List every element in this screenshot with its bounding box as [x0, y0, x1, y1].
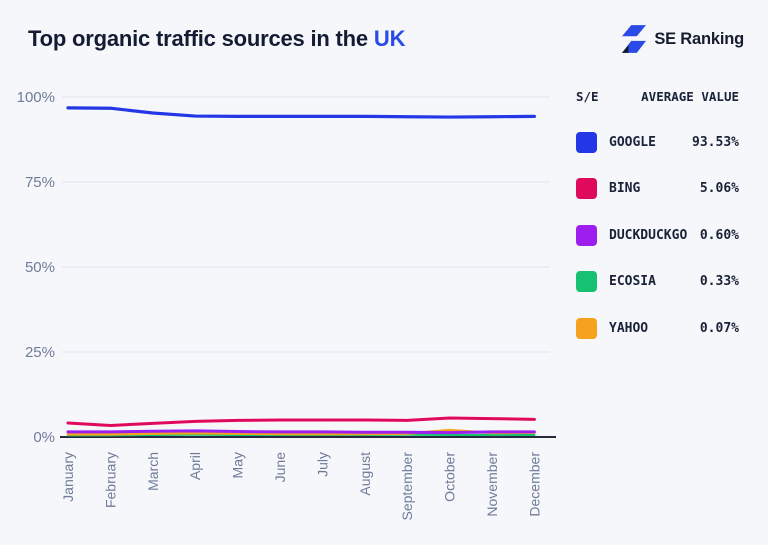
yahoo-color-swatch: [576, 317, 597, 339]
legend-value: 5.06%: [699, 181, 739, 196]
series-line-bing: [66, 416, 536, 427]
month-label-july: July: [314, 452, 330, 477]
page-title: Top organic traffic sources in the UK: [28, 26, 405, 52]
series-line-duckduckgo: [66, 429, 536, 435]
brand-logo: SE Ranking: [622, 24, 744, 54]
legend-row-ecosia: ECOSIA 0.33%: [576, 271, 739, 292]
se-ranking-bolt-icon: [622, 24, 647, 54]
month-label-december: December: [526, 452, 542, 517]
month-label-march: March: [145, 452, 161, 491]
legend-row-yahoo: YAHOO 0.07%: [576, 317, 739, 339]
legend-header: S/E AVERAGE VALUE: [576, 88, 739, 106]
legend-value: 93.53%: [692, 134, 739, 150]
series-line-google: [66, 106, 537, 119]
duckduckgo-color-swatch: [576, 224, 597, 246]
y-tick-label-25: 25%: [25, 344, 55, 361]
month-label-april: April: [187, 452, 203, 480]
y-tick-label-0: 0%: [33, 429, 55, 446]
legend-label: ECOSIA: [609, 274, 656, 289]
google-color-swatch: [576, 131, 597, 153]
legend-col-average-value: AVERAGE VALUE: [641, 89, 739, 104]
y-tick-label-75: 75%: [25, 174, 55, 191]
series-line-yahoo: [66, 428, 536, 436]
month-label-january: January: [60, 452, 76, 502]
month-label-february: February: [102, 452, 118, 508]
page-title-accent: UK: [373, 26, 406, 51]
brand-name: SE Ranking: [654, 29, 744, 48]
month-label-may: May: [230, 452, 246, 478]
ecosia-color-swatch: [576, 271, 597, 292]
legend-label: GOOGLE: [609, 134, 656, 150]
legend-row-bing: BING 5.06%: [576, 178, 739, 199]
month-label-june: June: [272, 452, 288, 483]
legend-value: 0.07%: [699, 320, 739, 336]
chart-legend: S/E AVERAGE VALUE GOOGLE 93.53% BING 5.0…: [576, 88, 739, 339]
y-tick-label-100: 100%: [17, 89, 55, 106]
legend-label: BING: [609, 181, 641, 196]
legend-col-engine: S/E: [576, 89, 599, 104]
legend-row-google: GOOGLE 93.53%: [576, 131, 739, 153]
y-tick-label-50: 50%: [25, 259, 55, 276]
page-title-text: Top organic traffic sources in the: [28, 26, 374, 51]
month-label-august: August: [357, 452, 373, 496]
legend-label: DUCKDUCKGO: [609, 227, 688, 243]
legend-value: 0.60%: [699, 227, 739, 243]
month-label-september: September: [399, 452, 415, 521]
legend-row-duckduckgo: DUCKDUCKGO 0.60%: [576, 224, 739, 246]
legend-value: 0.33%: [699, 274, 739, 289]
bing-color-swatch: [576, 178, 597, 199]
month-label-october: October: [442, 452, 458, 502]
legend-label: YAHOO: [609, 320, 649, 336]
month-label-november: November: [484, 452, 500, 517]
